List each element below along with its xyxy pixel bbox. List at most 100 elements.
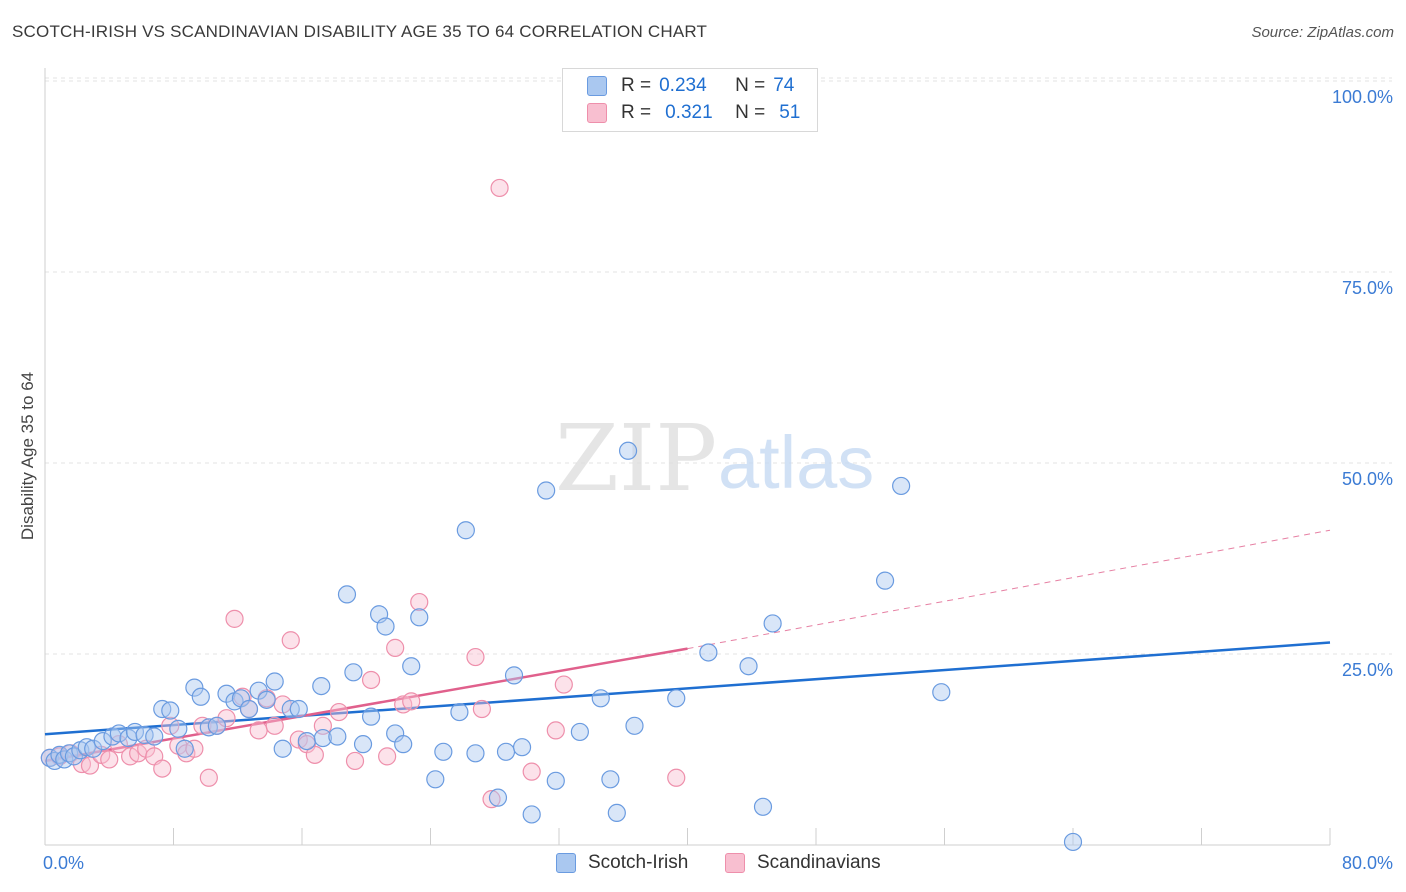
point-scotch-irish <box>601 770 620 789</box>
point-scotch-irish <box>185 678 204 697</box>
legend-row-scandinavians: R = 0.321 N = 51 <box>587 101 800 125</box>
point-scotch-irish <box>570 722 589 742</box>
legend-r-value: 0.321 <box>665 102 713 123</box>
series-legend-label: Scandinavians <box>757 852 881 873</box>
watermark-zip: ZIP <box>555 405 717 512</box>
tick-labels: 25.0% 50.0% 75.0% 100.0% 0.0% 80.0% <box>43 87 1393 873</box>
point-scotch-irish <box>84 739 103 758</box>
point-scotch-irish <box>328 727 347 746</box>
point-scotch-irish <box>353 735 373 754</box>
trend-line-scotch-irish <box>44 641 1331 736</box>
point-scotch-irish <box>699 643 718 662</box>
legend-n-label: N = <box>735 102 766 123</box>
legend-r-label: R = <box>621 75 652 96</box>
point-scotch-irish <box>450 702 469 722</box>
point-scandinavians <box>554 675 573 694</box>
point-scotch-irish <box>426 770 445 789</box>
point-scotch-irish <box>297 731 316 751</box>
point-scotch-irish <box>344 663 363 682</box>
point-scandinavians <box>199 768 218 787</box>
series-legend-label: Scotch-Irish <box>588 852 689 873</box>
point-scotch-irish <box>191 687 210 706</box>
point-scotch-irish <box>135 725 154 745</box>
point-scandinavians <box>546 721 565 740</box>
y-tick-label: 50.0% <box>1342 469 1393 489</box>
legend-swatch-blue <box>587 76 607 96</box>
point-scandinavians <box>281 631 300 650</box>
x-tick-label: 0.0% <box>43 853 84 873</box>
point-scotch-irish <box>289 699 308 719</box>
point-scandinavians <box>329 702 349 722</box>
point-scotch-irish <box>504 666 524 685</box>
point-scotch-irish <box>625 716 644 735</box>
point-scandinavians <box>100 750 119 769</box>
point-scotch-irish <box>239 699 259 719</box>
point-scotch-irish <box>169 719 188 738</box>
series-legend-item-scandinavians: Scandinavians <box>725 852 881 874</box>
legend-n-value: 74 <box>773 75 795 96</box>
legend-swatch-pink <box>587 103 607 123</box>
legend-n-label: N = <box>735 75 766 96</box>
point-scotch-irish <box>59 744 79 763</box>
point-scandinavians <box>378 747 397 766</box>
point-scandinavians <box>410 592 429 612</box>
point-scandinavians <box>305 745 324 764</box>
point-scandinavians <box>386 638 405 657</box>
point-scandinavians <box>667 768 686 787</box>
source-credit: Source: ZipAtlas.com <box>1251 24 1394 41</box>
point-scotch-irish <box>456 521 475 540</box>
point-scandinavians <box>472 699 491 719</box>
point-scotch-irish <box>161 701 180 720</box>
point-scotch-irish <box>875 571 895 590</box>
point-scandinavians <box>265 716 284 735</box>
series-swatch-pink <box>725 853 745 873</box>
point-scotch-irish <box>607 803 626 823</box>
point-scotch-irish <box>546 771 565 790</box>
point-scotch-irish <box>434 742 453 761</box>
point-scotch-irish <box>45 751 64 771</box>
series-legend: Scotch-Irish Scandinavians <box>0 852 1406 876</box>
y-tick-label: 100.0% <box>1332 87 1393 107</box>
point-scotch-irish <box>667 689 686 708</box>
point-scotch-irish <box>1063 832 1083 852</box>
legend-r-value: 0.234 <box>659 75 707 96</box>
point-scotch-irish <box>763 614 782 633</box>
legend-r-label: R = <box>621 102 652 123</box>
point-scotch-irish <box>312 676 331 696</box>
point-scotch-irish <box>361 707 381 726</box>
point-scandinavians <box>249 721 268 740</box>
point-scandinavians <box>193 716 212 735</box>
point-scotch-irish <box>77 738 96 757</box>
point-scotch-irish <box>265 672 284 691</box>
point-scotch-irish <box>591 689 610 708</box>
axes <box>44 68 1331 846</box>
point-scotch-irish <box>93 731 112 751</box>
point-scotch-irish <box>337 585 357 604</box>
series-legend-item-scotch-irish: Scotch-Irish <box>556 852 688 874</box>
point-scotch-irish <box>313 728 332 748</box>
watermark: ZIP atlas <box>555 405 874 512</box>
point-scotch-irish <box>410 608 429 627</box>
point-scotch-irish <box>739 657 758 676</box>
point-scotch-irish <box>522 805 541 824</box>
series-swatch-blue <box>556 853 576 873</box>
point-scotch-irish <box>394 735 413 754</box>
point-scotch-irish <box>537 481 556 500</box>
trend-lines <box>44 529 1331 763</box>
point-scandinavians <box>361 670 381 690</box>
point-scandinavians <box>490 178 509 198</box>
point-scandinavians <box>185 739 204 758</box>
point-scotch-irish <box>512 738 532 757</box>
point-scotch-irish <box>376 617 395 636</box>
point-scandinavians <box>217 709 236 728</box>
legend-row-scotch-irish: R = 0.234 N = 74 <box>587 74 794 98</box>
point-scotch-irish <box>257 690 276 709</box>
point-scotch-irish <box>175 739 194 758</box>
point-scandinavians <box>482 790 501 809</box>
point-scotch-irish <box>753 797 773 816</box>
point-scandinavians <box>466 647 485 667</box>
point-scandinavians <box>153 759 172 778</box>
grid-lines <box>45 77 1392 655</box>
point-scotch-irish <box>273 739 292 758</box>
